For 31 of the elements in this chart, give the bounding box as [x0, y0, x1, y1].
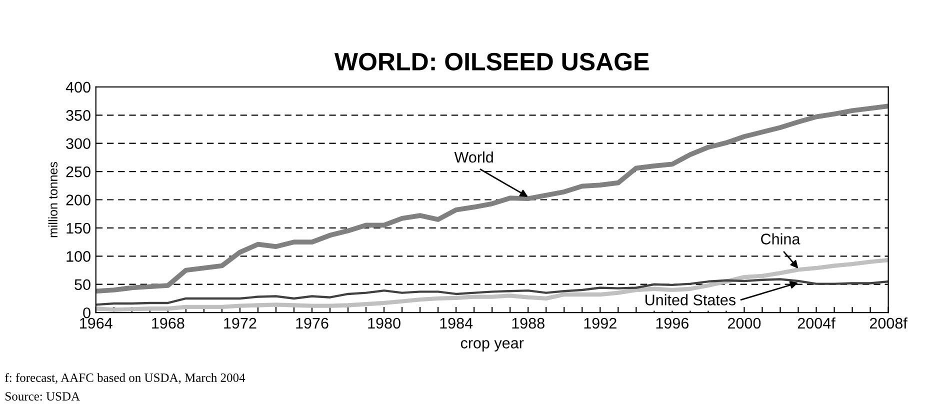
x-tick-label: 1980: [368, 318, 400, 329]
x-tick-label: 1968: [152, 318, 184, 329]
y-axis-title: million tonnes: [48, 162, 58, 238]
x-axis-title: crop year: [460, 340, 524, 352]
series-label: United States: [646, 294, 736, 306]
x-tick-label: 1976: [296, 318, 328, 329]
x-tick-label: 2000: [728, 318, 761, 329]
y-tick-label: 250: [66, 166, 90, 178]
y-tick-label: 350: [66, 110, 90, 121]
x-tick-label: 1988: [512, 318, 544, 329]
text: f: forecast, AAFC based on USDA, March 2004: [5, 373, 246, 384]
y-tick-label: 50: [74, 279, 90, 290]
x-tick-label: 1992: [584, 318, 616, 329]
x-tick-label: 1964: [80, 318, 112, 329]
x-tick-label: 2004f: [798, 317, 836, 329]
y-tick-label: 0: [83, 307, 90, 318]
y-tick-label: 100: [66, 251, 90, 262]
line-series: [96, 278, 888, 306]
chart-title: WORLD: OILSEED USAGE: [334, 52, 649, 71]
line-series: [96, 104, 888, 294]
text: World: [454, 151, 493, 163]
x-tick-label: 1972: [224, 318, 256, 329]
y-tick-label: 400: [66, 82, 90, 93]
x-tick-label: 2008f: [870, 317, 908, 329]
y-tick-label: 200: [66, 194, 90, 206]
x-tick-label: 1996: [656, 318, 689, 329]
source-note: Source: USDA: [6, 392, 80, 401]
series-label: China: [761, 233, 800, 244]
y-tick-label: 300: [66, 138, 90, 150]
x-tick-label: 1984: [440, 318, 473, 329]
y-tick-label: 150: [66, 222, 90, 234]
